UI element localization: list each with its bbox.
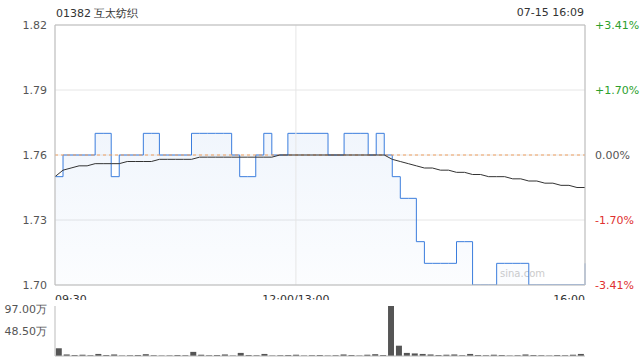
svg-text:+1.70%: +1.70% xyxy=(595,84,632,97)
svg-text:09:30: 09:30 xyxy=(55,293,87,300)
svg-text:16:00: 16:00 xyxy=(553,293,585,300)
svg-text:1.82: 1.82 xyxy=(23,19,48,32)
html-text:01382 互太纺织: 01382 互太纺织 xyxy=(56,7,139,20)
svg-text:-3.41%: -3.41% xyxy=(595,279,632,292)
svg-text:12:00/13:00: 12:00/13:00 xyxy=(262,293,329,300)
svg-text:0.00%: 0.00% xyxy=(595,149,630,162)
svg-text:-1.70%: -1.70% xyxy=(595,214,632,227)
html-text:sina.com: sina.com xyxy=(500,268,545,279)
svg-text:1.73: 1.73 xyxy=(23,214,48,227)
svg-text:1.76: 1.76 xyxy=(23,149,48,162)
svg-text:+3.41%: +3.41% xyxy=(595,19,632,32)
svg-text:97.00万: 97.00万 xyxy=(8,303,47,316)
svg-text:48.50万: 48.50万 xyxy=(8,325,47,338)
svg-text:1.79: 1.79 xyxy=(23,84,48,97)
html-text:07-15 16:09: 07-15 16:09 xyxy=(516,6,584,19)
svg-text:1.70: 1.70 xyxy=(23,279,48,292)
